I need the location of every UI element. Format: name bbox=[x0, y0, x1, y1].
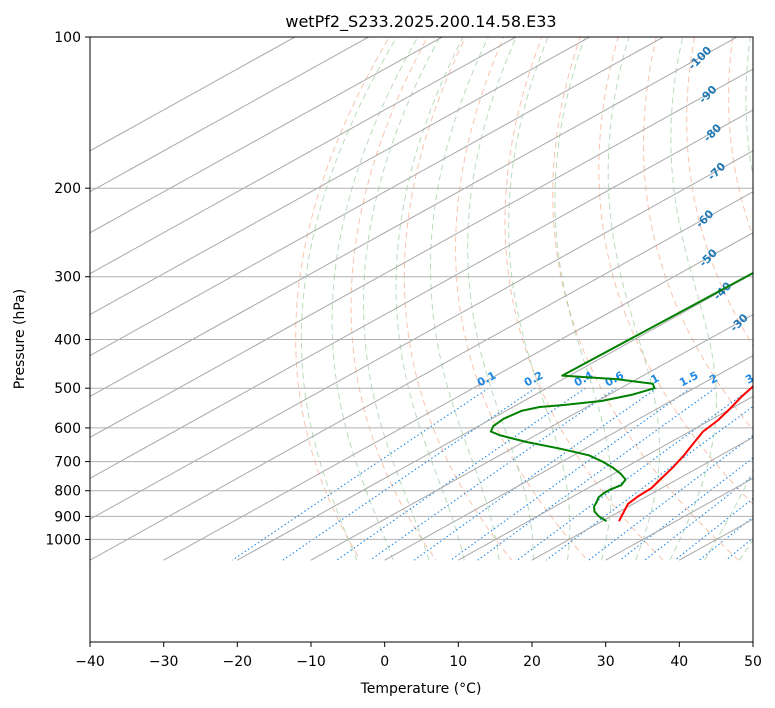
x-tick-label: 30 bbox=[597, 654, 615, 670]
mixing-ratio-label: 4 bbox=[770, 371, 775, 386]
isotherm-line bbox=[384, 354, 753, 561]
x-tick-label: 20 bbox=[523, 654, 541, 670]
mixing-ratio-line bbox=[619, 457, 753, 561]
moist-adiabat-line bbox=[607, 37, 660, 561]
mixing-ratio-line bbox=[588, 435, 753, 561]
y-axis-title: Pressure (hPa) bbox=[12, 289, 28, 389]
moist-adiabat-line bbox=[467, 37, 534, 561]
isotherm-label: -30 bbox=[728, 311, 751, 334]
dry-adiabat-line bbox=[686, 37, 753, 347]
x-tick-label: −40 bbox=[75, 654, 105, 670]
dry-adiabat-line bbox=[295, 37, 390, 561]
isotherm-line bbox=[531, 436, 753, 561]
isotherm-line bbox=[90, 68, 753, 438]
dry-adiabat-line bbox=[350, 37, 437, 561]
isotherm-line bbox=[90, 37, 444, 234]
y-tick-label: 300 bbox=[54, 270, 81, 286]
x-tick-label: −30 bbox=[149, 654, 179, 670]
dry-adiabat-line bbox=[643, 37, 753, 431]
isotherm-line bbox=[310, 314, 753, 561]
mixing-ratio-line bbox=[282, 387, 536, 561]
isotherm-line bbox=[90, 37, 738, 397]
chart-title: wetPf2_S233.2025.200.14.58.E33 bbox=[285, 12, 556, 32]
mixing-ratio-line bbox=[725, 537, 753, 561]
dry-adiabat-line bbox=[728, 37, 753, 238]
moist-adiabat-line bbox=[669, 37, 717, 561]
isotherm-line bbox=[90, 37, 296, 152]
dry-adiabat-line bbox=[455, 37, 588, 561]
temperature-profile-line bbox=[618, 385, 753, 522]
x-axis: −40 −30 −20 −10 0 10 20 30 40 50 bbox=[75, 642, 762, 670]
dry-adiabat-line bbox=[769, 0, 775, 560]
x-tick-label: −10 bbox=[296, 654, 326, 670]
moist-adiabat-line bbox=[395, 37, 465, 561]
mixing-ratio-line bbox=[336, 387, 586, 561]
profiles bbox=[489, 271, 753, 523]
moist-adiabats bbox=[300, 37, 753, 561]
moist-adiabat-line bbox=[300, 37, 398, 561]
y-tick-label: 500 bbox=[54, 381, 81, 397]
isotherm-label: -70 bbox=[705, 160, 728, 183]
x-tick-label: −20 bbox=[223, 654, 253, 670]
y-tick-label: 200 bbox=[54, 181, 81, 197]
isotherms bbox=[90, 37, 753, 561]
dry-adiabat-line bbox=[504, 37, 664, 561]
isotherm-line bbox=[236, 273, 753, 561]
mixing-ratio-line bbox=[698, 516, 753, 561]
moist-adiabat-line bbox=[430, 37, 500, 561]
x-tick-label: 50 bbox=[744, 654, 762, 670]
moist-adiabat-line bbox=[738, 539, 753, 561]
plot-area: -100-90-80-70-60-50-40-30-20-100 0.10.20… bbox=[90, 0, 775, 561]
isotherm-label: -90 bbox=[696, 83, 719, 106]
mixing-ratio-label: 2 bbox=[707, 372, 720, 387]
y-tick-label: 700 bbox=[54, 455, 81, 471]
moist-adiabat-line bbox=[331, 37, 419, 561]
isotherm-line bbox=[90, 37, 591, 316]
moist-adiabat-line bbox=[363, 37, 441, 561]
y-tick-label: 900 bbox=[54, 509, 81, 525]
x-axis-title: Temperature (°C) bbox=[360, 681, 482, 697]
moist-adiabat-line bbox=[554, 37, 612, 561]
x-tick-label: 40 bbox=[670, 654, 688, 670]
isotherm-line bbox=[90, 191, 753, 561]
mixing-ratio-label: 3 bbox=[743, 372, 756, 387]
mixing-ratio-label: 0.2 bbox=[522, 369, 545, 390]
y-tick-label: 800 bbox=[54, 484, 81, 500]
y-tick-label: 100 bbox=[54, 30, 81, 46]
x-tick-label: 0 bbox=[380, 654, 389, 670]
dry-adiabat-line bbox=[598, 37, 753, 505]
isotherm-line bbox=[90, 37, 370, 193]
dry-adiabats bbox=[295, 0, 775, 561]
mixing-ratio-label: 0.1 bbox=[475, 369, 498, 390]
mixing-ratio-labels: 0.10.20.40.611.52346810131620253036 bbox=[475, 369, 775, 390]
mixing-ratio-line bbox=[450, 387, 691, 561]
isotherm-line bbox=[90, 150, 753, 520]
y-tick-label: 1000 bbox=[45, 532, 81, 548]
x-tick-label: 10 bbox=[449, 654, 467, 670]
isotherm-label: -100 bbox=[686, 44, 715, 73]
y-axis: 100 200 300 400 500 600 700 800 900 1000 bbox=[45, 30, 90, 548]
isotherm-line bbox=[90, 37, 517, 275]
y-tick-label: 400 bbox=[54, 333, 81, 349]
moist-adiabat-line bbox=[704, 37, 753, 561]
isotherm-line bbox=[752, 559, 753, 561]
mixing-ratio-line bbox=[752, 559, 753, 561]
dewpoint-profile-line bbox=[489, 271, 753, 523]
pressure-gridlines bbox=[90, 37, 753, 540]
isotherm-labels: -100-90-80-70-60-50-40-30-20-100 bbox=[686, 44, 774, 362]
isotherm-label: -80 bbox=[701, 121, 724, 144]
y-tick-label: 600 bbox=[54, 421, 81, 437]
isotherm-label: -50 bbox=[697, 246, 720, 269]
isotherm-line bbox=[457, 395, 753, 561]
isotherm-line bbox=[90, 37, 665, 357]
isotherm-line bbox=[90, 109, 753, 479]
isotherm-label: -40 bbox=[711, 279, 734, 302]
moist-adiabat-line bbox=[508, 37, 571, 561]
dry-adiabat-line bbox=[552, 37, 740, 561]
dry-adiabat-line bbox=[403, 37, 513, 561]
isotherm-label: -20 bbox=[751, 339, 774, 362]
isotherm-line bbox=[163, 232, 753, 561]
